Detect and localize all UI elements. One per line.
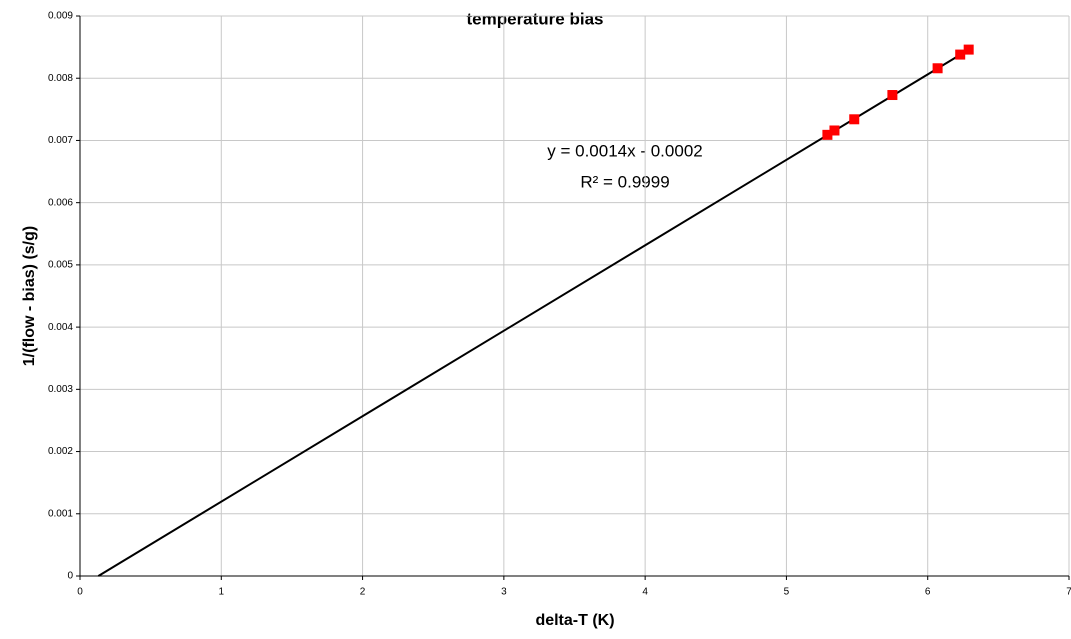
x-axis-label: delta-T (K) — [535, 612, 614, 629]
x-tick-label: 6 — [925, 587, 931, 598]
y-tick-label: 0.003 — [48, 384, 73, 395]
data-point — [955, 49, 966, 60]
y-tick-label: 0.007 — [48, 135, 73, 146]
x-tick-label: 0 — [77, 587, 83, 598]
x-tick-label: 4 — [642, 587, 648, 598]
y-tick-label: 0.006 — [48, 197, 73, 208]
data-point — [822, 129, 833, 140]
data-point — [932, 63, 943, 74]
chart-title: temperature bias — [467, 9, 604, 28]
data-point — [849, 114, 860, 125]
y-axis-label: 1/(flow - bias) (s/g) — [21, 226, 38, 366]
y-tick-label: 0.004 — [48, 322, 73, 333]
data-point — [829, 125, 840, 136]
y-tick-label: 0.001 — [48, 508, 73, 519]
x-tick-label: 2 — [360, 587, 366, 598]
y-tick-label: 0 — [67, 571, 73, 582]
data-point — [963, 44, 974, 55]
trendline-equation: y = 0.0014x - 0.0002 — [547, 141, 702, 160]
data-point — [887, 90, 898, 101]
r-squared: R² = 0.9999 — [580, 172, 669, 191]
y-tick-label: 0.002 — [48, 446, 73, 457]
x-tick-label: 7 — [1066, 587, 1071, 598]
x-tick-label: 1 — [219, 587, 225, 598]
y-tick-label: 0.008 — [48, 73, 73, 84]
y-tick-label: 0.009 — [48, 11, 73, 22]
x-tick-label: 5 — [784, 587, 790, 598]
x-tick-label: 3 — [501, 587, 507, 598]
y-tick-label: 0.005 — [48, 260, 73, 271]
